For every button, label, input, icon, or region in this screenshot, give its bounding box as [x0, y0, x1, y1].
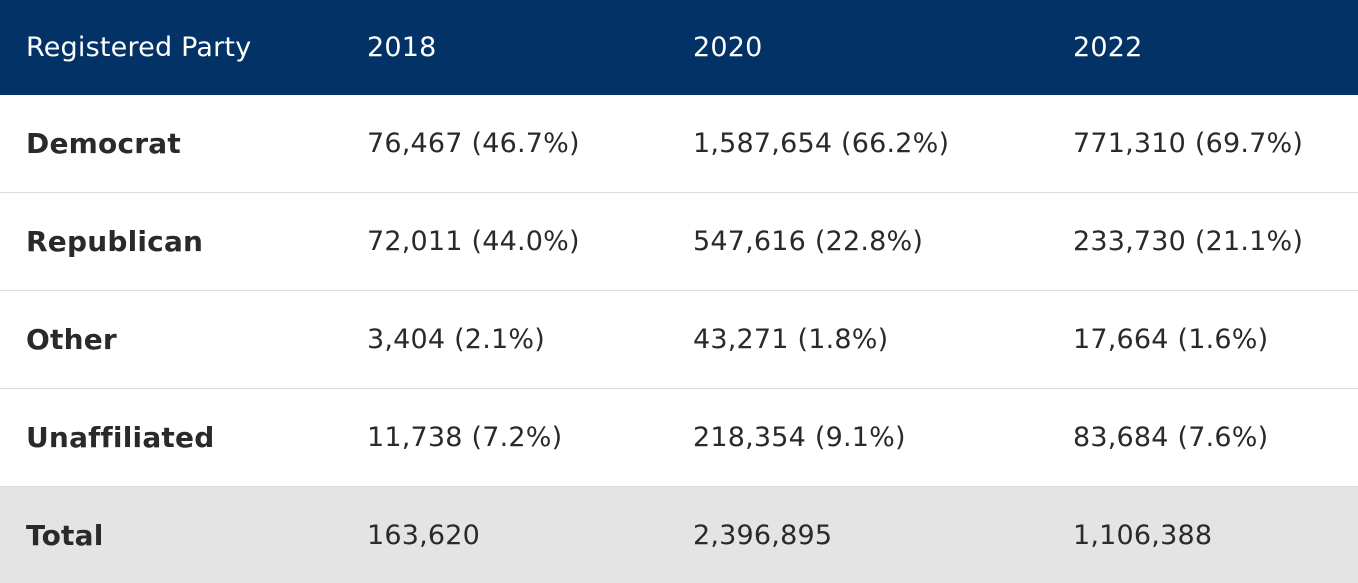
cell-unaffiliated-2020: 218,354 (9.1%)	[693, 422, 906, 453]
cell-unaffiliated-2018: 11,738 (7.2%)	[367, 422, 563, 453]
table-row-other: Other 3,404 (2.1%) 43,271 (1.8%) 17,664 …	[0, 291, 1358, 389]
row-label-unaffiliated: Unaffiliated	[26, 421, 215, 454]
row-label-democrat: Democrat	[26, 127, 181, 160]
table-row-republican: Republican 72,011 (44.0%) 547,616 (22.8%…	[0, 193, 1358, 291]
table-row-total: Total 163,620 2,396,895 1,106,388	[0, 487, 1358, 583]
cell-total-2022: 1,106,388	[1073, 519, 1213, 551]
row-label-other: Other	[26, 323, 117, 356]
cell-republican-2020: 547,616 (22.8%)	[693, 226, 924, 257]
cell-democrat-2018: 76,467 (46.7%)	[367, 128, 580, 159]
cell-total-2018: 163,620	[367, 519, 481, 551]
cell-unaffiliated-2022: 83,684 (7.6%)	[1073, 422, 1269, 453]
cell-other-2022: 17,664 (1.6%)	[1073, 324, 1269, 355]
row-label-republican: Republican	[26, 225, 204, 258]
table-header-row: Registered Party 2018 2020 2022	[0, 0, 1358, 95]
cell-other-2018: 3,404 (2.1%)	[367, 324, 545, 355]
cell-total-2020: 2,396,895	[693, 519, 833, 551]
cell-democrat-2022: 771,310 (69.7%)	[1073, 128, 1304, 159]
cell-democrat-2020: 1,587,654 (66.2%)	[693, 128, 950, 159]
cell-other-2020: 43,271 (1.8%)	[693, 324, 889, 355]
header-2018: 2018	[367, 32, 437, 63]
table-row-democrat: Democrat 76,467 (46.7%) 1,587,654 (66.2%…	[0, 95, 1358, 193]
header-2022: 2022	[1073, 32, 1143, 63]
row-label-total: Total	[26, 518, 104, 552]
header-registered-party: Registered Party	[26, 32, 252, 63]
cell-republican-2018: 72,011 (44.0%)	[367, 226, 580, 257]
table-row-unaffiliated: Unaffiliated 11,738 (7.2%) 218,354 (9.1%…	[0, 389, 1358, 487]
header-2020: 2020	[693, 32, 763, 63]
cell-republican-2022: 233,730 (21.1%)	[1073, 226, 1304, 257]
